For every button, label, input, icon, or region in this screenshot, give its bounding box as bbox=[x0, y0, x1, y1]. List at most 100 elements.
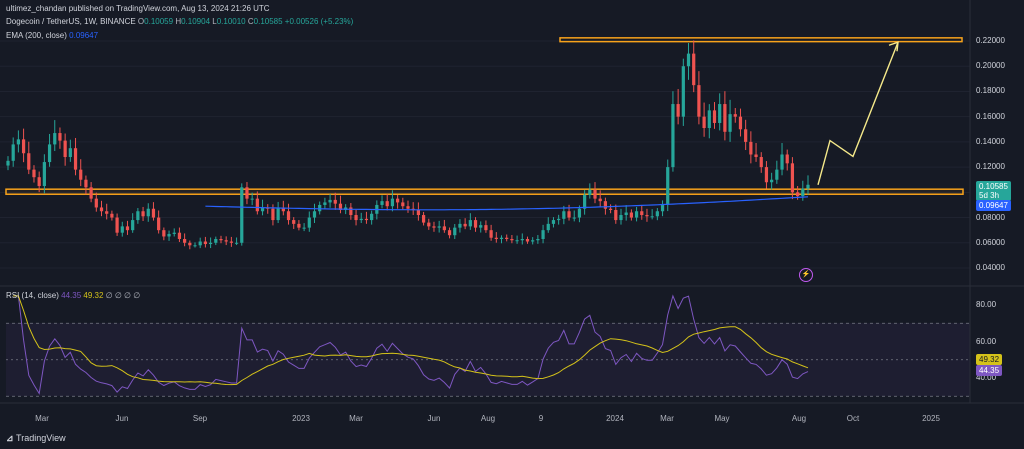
low-value: 0.10010 bbox=[216, 17, 246, 26]
rsi-ma-tag: 49.32 bbox=[976, 354, 1003, 365]
candle-body bbox=[728, 114, 732, 132]
time-axis-label: 2025 bbox=[922, 414, 940, 423]
candle-body bbox=[323, 202, 327, 205]
tradingview-logo[interactable]: ⊿ TradingView bbox=[6, 433, 66, 444]
candle-body bbox=[520, 238, 524, 241]
candle-body bbox=[177, 232, 182, 239]
candle-body bbox=[255, 198, 259, 212]
candle-body bbox=[473, 220, 478, 228]
candle-body bbox=[515, 240, 519, 242]
ema-label: EMA (200, close) bbox=[6, 31, 67, 40]
candle-body bbox=[702, 116, 706, 129]
symbol-line: Dogecoin / TetherUS, 1W, BINANCE O0.1005… bbox=[6, 17, 353, 26]
candle-body bbox=[505, 237, 509, 239]
rsi-ma-value: 49.32 bbox=[83, 291, 104, 300]
ema-line bbox=[205, 196, 809, 211]
rsi-axis-label: 40.00 bbox=[976, 373, 997, 382]
candle-body bbox=[240, 187, 244, 243]
candle-body bbox=[146, 208, 150, 217]
projection-arrow bbox=[817, 42, 899, 185]
ema-value: 0.09647 bbox=[69, 31, 99, 40]
candle-body bbox=[162, 230, 166, 237]
time-axis-label: 9 bbox=[538, 414, 544, 423]
candle-body bbox=[219, 238, 223, 241]
candle-body bbox=[245, 187, 249, 199]
candle-body bbox=[157, 217, 161, 231]
candle-body bbox=[764, 167, 769, 183]
candle-body bbox=[655, 211, 659, 217]
candle-body bbox=[131, 220, 135, 231]
candle-body bbox=[531, 240, 535, 242]
candle-body bbox=[385, 201, 389, 207]
rsi-legend[interactable]: RSI (14, close) 44.35 49.32 ∅ ∅ ∅ ∅ bbox=[6, 291, 140, 300]
symbol-title[interactable]: Dogecoin / TetherUS, 1W, BINANCE bbox=[6, 17, 136, 26]
candle-body bbox=[333, 199, 337, 204]
candle-body bbox=[53, 133, 57, 145]
candle-body bbox=[660, 204, 665, 212]
price-axis-label: 0.18000 bbox=[976, 86, 1005, 96]
logo-icon: ⊿ bbox=[6, 433, 17, 443]
candle-body bbox=[11, 144, 15, 161]
candle-body bbox=[484, 225, 488, 231]
resistance-zone bbox=[559, 37, 963, 43]
candle-body bbox=[297, 223, 301, 228]
candle-body bbox=[754, 154, 758, 158]
candle-body bbox=[390, 198, 395, 207]
lightning-icon[interactable]: ⚡ bbox=[799, 268, 813, 282]
candle-body bbox=[588, 189, 592, 195]
candle-body bbox=[557, 218, 561, 221]
candle-body bbox=[614, 209, 618, 221]
candle-body bbox=[99, 207, 104, 212]
candle-body bbox=[421, 215, 426, 223]
candle-body bbox=[707, 110, 711, 129]
candle-body bbox=[307, 217, 311, 228]
candle-body bbox=[167, 233, 171, 237]
candle-body bbox=[759, 157, 763, 168]
candle-body bbox=[681, 66, 685, 117]
candle-body bbox=[276, 207, 280, 221]
candle-body bbox=[453, 227, 457, 236]
candle-body bbox=[198, 241, 202, 246]
candle-body bbox=[432, 226, 436, 228]
candle-body bbox=[790, 163, 795, 193]
rsi-value: 44.35 bbox=[61, 291, 82, 300]
candle-body bbox=[364, 218, 369, 221]
candle-body bbox=[629, 212, 633, 218]
time-axis-label: Mar bbox=[660, 414, 674, 423]
candle-body bbox=[733, 114, 737, 117]
candle-body bbox=[349, 207, 353, 216]
candle-body bbox=[463, 223, 467, 227]
candle-body bbox=[183, 238, 187, 243]
ema-tag: 0.09647 bbox=[976, 200, 1011, 211]
candle-body bbox=[42, 162, 46, 187]
time-axis-label: 2024 bbox=[606, 414, 624, 423]
candle-body bbox=[624, 212, 628, 216]
candle-body bbox=[603, 201, 608, 209]
price-axis-label: 0.14000 bbox=[976, 136, 1005, 146]
change-value: +0.00526 (+5.23%) bbox=[284, 17, 354, 26]
candle-body bbox=[697, 85, 701, 117]
rsi-line bbox=[13, 294, 809, 395]
published-line: ultimez_chandan published on TradingView… bbox=[6, 4, 270, 13]
candle-body bbox=[380, 201, 384, 205]
candle-body bbox=[58, 133, 62, 141]
candle-body bbox=[692, 53, 696, 86]
price-axis-label: 0.06000 bbox=[976, 237, 1005, 247]
time-axis-label: 2023 bbox=[292, 414, 310, 423]
open-value: 0.10059 bbox=[144, 17, 174, 26]
candle-body bbox=[193, 245, 197, 247]
candle-body bbox=[401, 202, 405, 207]
price-axis-label: 0.12000 bbox=[976, 162, 1005, 172]
candle-body bbox=[577, 208, 582, 218]
candle-body bbox=[770, 179, 774, 183]
candle-body bbox=[572, 217, 576, 219]
time-axis-label: Jun bbox=[115, 414, 129, 423]
candle-body bbox=[525, 238, 530, 242]
candle-body bbox=[328, 199, 332, 203]
candle-body bbox=[723, 104, 727, 132]
time-axis-label: Aug bbox=[480, 414, 496, 423]
candle-body bbox=[796, 192, 800, 197]
candle-body bbox=[79, 169, 83, 180]
ema-legend[interactable]: EMA (200, close) 0.09647 bbox=[6, 31, 98, 40]
